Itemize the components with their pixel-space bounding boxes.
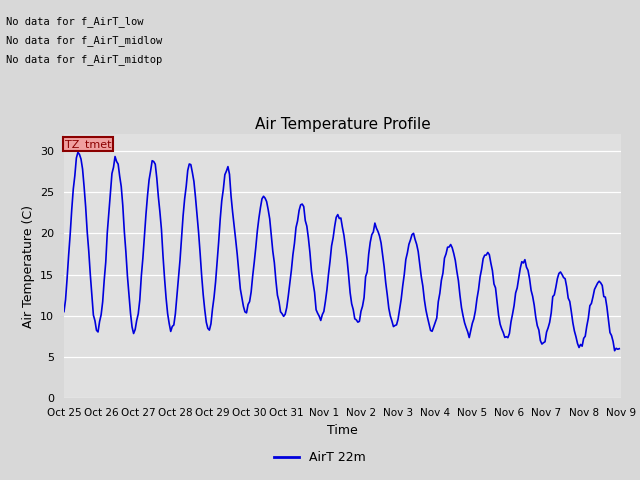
Text: No data for f_AirT_midtop: No data for f_AirT_midtop [6, 54, 163, 65]
Legend: AirT 22m: AirT 22m [269, 446, 371, 469]
Text: No data for f_AirT_low: No data for f_AirT_low [6, 16, 144, 27]
Text: TZ_tmet: TZ_tmet [65, 139, 111, 150]
X-axis label: Time: Time [327, 424, 358, 437]
Text: No data for f_AirT_midlow: No data for f_AirT_midlow [6, 35, 163, 46]
Y-axis label: Air Temperature (C): Air Temperature (C) [22, 205, 35, 328]
Title: Air Temperature Profile: Air Temperature Profile [255, 117, 430, 132]
